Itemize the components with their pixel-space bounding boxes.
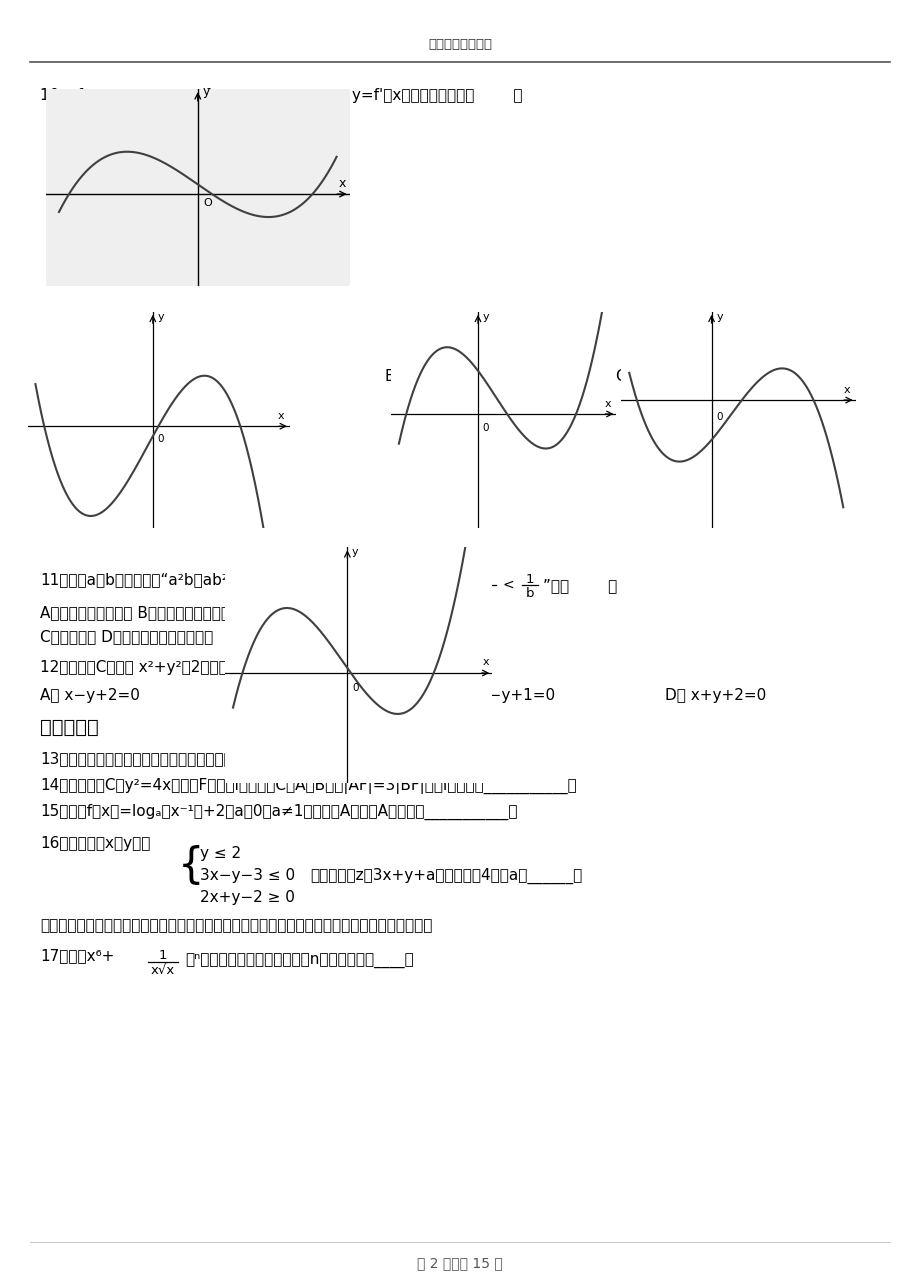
- Text: x√x: x√x: [151, 964, 175, 976]
- Text: x: x: [604, 398, 610, 409]
- Text: y ≤ 2: y ≤ 2: [199, 847, 241, 861]
- Text: x: x: [338, 177, 346, 190]
- Text: 精选高中模拟试卷: 精选高中模拟试卷: [427, 38, 492, 51]
- Text: C．: C．: [614, 368, 634, 383]
- Text: 1: 1: [525, 573, 534, 586]
- Text: ，目标函数z＝3x+y+a的最大值为4，则a＝______．: ，目标函数z＝3x+y+a的最大值为4，则a＝______．: [310, 868, 582, 885]
- Text: A．充分而不必要条件 B．必要而不充分条件: A．充分而不必要条件 B．必要而不充分条件: [40, 605, 230, 620]
- Text: 0: 0: [482, 423, 489, 433]
- Text: 1: 1: [483, 573, 492, 586]
- Text: y: y: [157, 312, 164, 322]
- Text: 16．已知实数x，y满足: 16．已知实数x，y满足: [40, 836, 150, 850]
- Text: y: y: [482, 312, 489, 322]
- Text: D． x+y+2=0: D． x+y+2=0: [664, 687, 766, 703]
- Text: 二、填空题: 二、填空题: [40, 718, 98, 737]
- Text: B． x+y−1=0: B． x+y−1=0: [234, 687, 335, 703]
- Text: {: {: [177, 845, 204, 887]
- Text: x: x: [482, 657, 489, 667]
- Text: a: a: [483, 587, 492, 600]
- Text: 第 2 页，共 15 页: 第 2 页，共 15 页: [416, 1256, 503, 1270]
- Text: y: y: [203, 85, 210, 98]
- Text: 10．设f（x）在定义域内可导，y=f（x）的图象如图所示，则导函数 y=f'（x）的图象可能是（        ）: 10．设f（x）在定义域内可导，y=f（x）的图象如图所示，则导函数 y=f'（…: [40, 88, 522, 103]
- Text: O: O: [203, 197, 211, 207]
- Text: 0: 0: [352, 682, 358, 693]
- Text: x: x: [843, 384, 849, 395]
- Text: ）ⁿ的展开式中含有常数项，则n的最小值等于____．: ）ⁿ的展开式中含有常数项，则n的最小值等于____．: [185, 953, 414, 969]
- Text: A．: A．: [28, 368, 48, 383]
- Text: 14．过抛物线C：y²=4x的焦点F作直线l交抛物线C于A，B，若|AF|=3|BF|，则l的斜率是___________．: 14．过抛物线C：y²=4x的焦点F作直线l交抛物线C于A，B，若|AF|=3|…: [40, 778, 576, 794]
- Text: <: <: [502, 578, 513, 592]
- Text: 15．函数f（x）=logₐ（x⁻¹）+2（a＞0且a≠1）过定点A，则点A的坐标为___________．: 15．函数f（x）=logₐ（x⁻¹）+2（a＞0且a≠1）过定点A，则点A的坐…: [40, 805, 517, 820]
- Text: y: y: [352, 547, 358, 558]
- Text: C．充要条件 D．既不充分也不必要条件: C．充要条件 D．既不充分也不必要条件: [40, 629, 213, 644]
- Text: B．: B．: [384, 368, 404, 383]
- Text: y: y: [716, 312, 722, 322]
- Text: 12．已知圆C方程为 x²+y²＝2，过点P（−1,1）与圆C相切的直线方程为（        ）: 12．已知圆C方程为 x²+y²＝2，过点P（−1,1）与圆C相切的直线方程为（…: [40, 659, 450, 675]
- Text: 11．已知a，b是实数，则“a²b＞ab²”是“: 11．已知a，b是实数，则“a²b＞ab²”是“: [40, 572, 253, 587]
- Text: ”的（        ）: ”的（ ）: [542, 578, 617, 593]
- Text: 17．若（x⁶+: 17．若（x⁶+: [40, 948, 114, 962]
- Text: 0: 0: [716, 412, 722, 423]
- Text: C． x−y+1=0: C． x−y+1=0: [455, 687, 554, 703]
- Text: 3x−y−3 ≤ 0: 3x−y−3 ≤ 0: [199, 868, 295, 883]
- Text: b: b: [525, 587, 534, 600]
- Text: 1: 1: [159, 948, 167, 962]
- Text: D．: D．: [205, 465, 226, 480]
- Text: 13．下图是某算法的程序框图，则程序运行后输出的结果是____．: 13．下图是某算法的程序框图，则程序运行后输出的结果是____．: [40, 752, 327, 768]
- Text: A． x−y+2=0: A． x−y+2=0: [40, 687, 140, 703]
- Text: x: x: [278, 411, 284, 421]
- Text: 0: 0: [157, 434, 164, 444]
- Text: 2x+y−2 ≥ 0: 2x+y−2 ≥ 0: [199, 890, 295, 905]
- Text: 【命题意图】本题考查线性规划问题，意在考查作图与识图能力、逻辑思维能力、运算求解能力．: 【命题意图】本题考查线性规划问题，意在考查作图与识图能力、逻辑思维能力、运算求解…: [40, 918, 432, 933]
